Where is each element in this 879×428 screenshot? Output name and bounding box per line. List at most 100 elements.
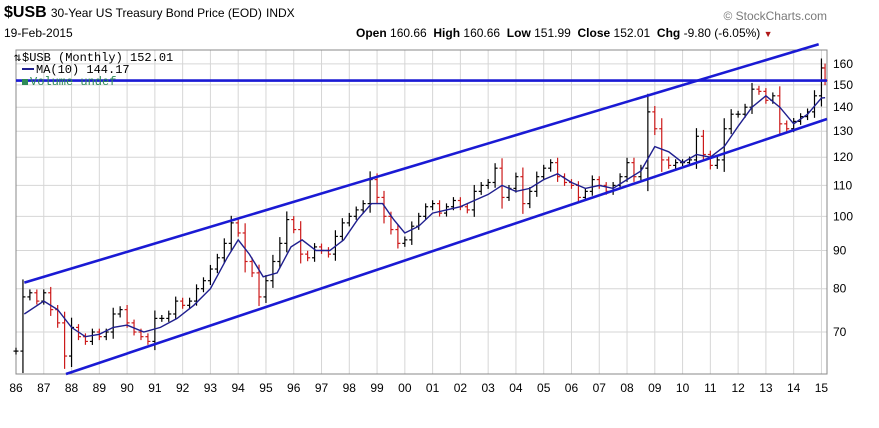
legend-price: $USB (Monthly) 152.01 (22, 51, 173, 65)
x-tick-label: 92 (176, 381, 190, 395)
legend: $USB (Monthly) 152.01 MA(10) 144.17 Volu… (14, 51, 173, 89)
price-bar (812, 90, 818, 118)
price-bar (48, 286, 54, 316)
legend-volume-swatch (22, 79, 28, 85)
price-bar (291, 216, 297, 234)
x-tick-label: 14 (787, 381, 801, 395)
x-tick-label: 98 (343, 381, 357, 395)
price-bar (145, 333, 151, 345)
price-bar (180, 297, 186, 309)
chart-header: $USB 30-Year US Treasury Bond Price (EOD… (0, 0, 879, 50)
price-bar (631, 157, 637, 182)
x-tick-label: 06 (565, 381, 579, 395)
price-bar (527, 187, 533, 209)
x-axis: 86 87 88 89 90 91 92 93 94 95 96 97 98 99 00 01 02 03 04 05… (9, 381, 828, 395)
symbol: $USB (4, 4, 47, 21)
price-bar (659, 118, 665, 172)
price-bar (707, 150, 713, 170)
close-value: 152.01 (613, 26, 651, 40)
close-label: Close (577, 26, 611, 40)
x-tick-label: 11 (704, 381, 717, 395)
price-bar (374, 173, 380, 205)
y-tick-label: 110 (833, 178, 852, 192)
x-tick-label: 87 (37, 381, 51, 395)
ma10-line (23, 94, 826, 338)
y-axis: 70 80 90 100 110 120 130 140 150 160 (833, 57, 853, 339)
y-tick-label: 80 (833, 282, 847, 296)
grid (15, 50, 827, 374)
open-value: 160.66 (390, 26, 427, 40)
x-tick-label: 07 (593, 381, 607, 395)
price-bar (159, 315, 165, 322)
price-bar (89, 328, 95, 345)
price-bar (430, 200, 436, 211)
price-bar (298, 221, 304, 264)
price-bar (624, 157, 630, 182)
price-bar (270, 254, 276, 288)
low-label: Low (506, 26, 531, 40)
x-tick-label: 94 (232, 381, 246, 395)
price-bar (166, 310, 172, 322)
price-bar (402, 236, 408, 247)
price-bar (645, 93, 651, 192)
price-bar (555, 157, 561, 182)
price-bar (235, 219, 241, 237)
price-bar (221, 238, 227, 264)
x-tick-label: 97 (315, 381, 329, 395)
x-tick-label: 03 (481, 381, 495, 395)
price-bar (312, 243, 318, 262)
chg-value: -9.80 (-6.05%) (683, 26, 761, 40)
price-bar (20, 279, 26, 374)
x-tick-label: 12 (731, 381, 745, 395)
x-tick-label: 88 (65, 381, 79, 395)
exchange: INDX (266, 6, 295, 20)
price-bar (777, 86, 783, 135)
y-tick-label: 150 (833, 78, 853, 92)
price-bar (200, 277, 206, 293)
price-bar (353, 206, 359, 220)
price-bar (207, 264, 213, 285)
price-bar (277, 237, 283, 269)
x-tick-label: 91 (148, 381, 162, 395)
price-bar (457, 197, 463, 211)
price-bar (346, 212, 352, 227)
x-tick-label: 90 (120, 381, 134, 395)
open-label: Open (356, 26, 387, 40)
x-tick-label: 01 (426, 381, 440, 395)
price-bar (173, 296, 179, 319)
x-tick-label: 86 (9, 381, 23, 395)
y-tick-label: 100 (833, 209, 853, 223)
price-bar (589, 175, 595, 196)
y-tick-label: 90 (833, 244, 847, 258)
price-bar (423, 203, 429, 220)
price-bar (27, 289, 33, 301)
price-bar (325, 247, 331, 258)
price-bar (673, 159, 679, 169)
price-bar (437, 200, 443, 217)
y-tick-label: 130 (833, 124, 853, 138)
price-bar (485, 179, 491, 189)
price-bar (756, 85, 762, 95)
price-bar (381, 190, 387, 224)
price-bars (13, 58, 828, 374)
price-bar (62, 311, 68, 369)
price-bar (714, 156, 720, 169)
high-label: High (433, 26, 461, 40)
price-bar (652, 105, 658, 136)
price-bar (124, 304, 130, 328)
price-bar (666, 156, 672, 169)
price-bar (721, 118, 727, 172)
legend-ma: MA(10) 144.17 (36, 63, 130, 77)
price-bar (34, 289, 40, 305)
price-bar (395, 224, 401, 249)
price-bar (520, 167, 526, 214)
x-tick-label: 96 (287, 381, 301, 395)
price-bar (249, 257, 255, 278)
price-bar (409, 221, 415, 245)
price-bar (735, 110, 741, 118)
price-bar (513, 172, 519, 193)
x-tick-label: 13 (759, 381, 773, 395)
x-tick-label: 09 (648, 381, 662, 395)
price-bar (339, 218, 345, 242)
